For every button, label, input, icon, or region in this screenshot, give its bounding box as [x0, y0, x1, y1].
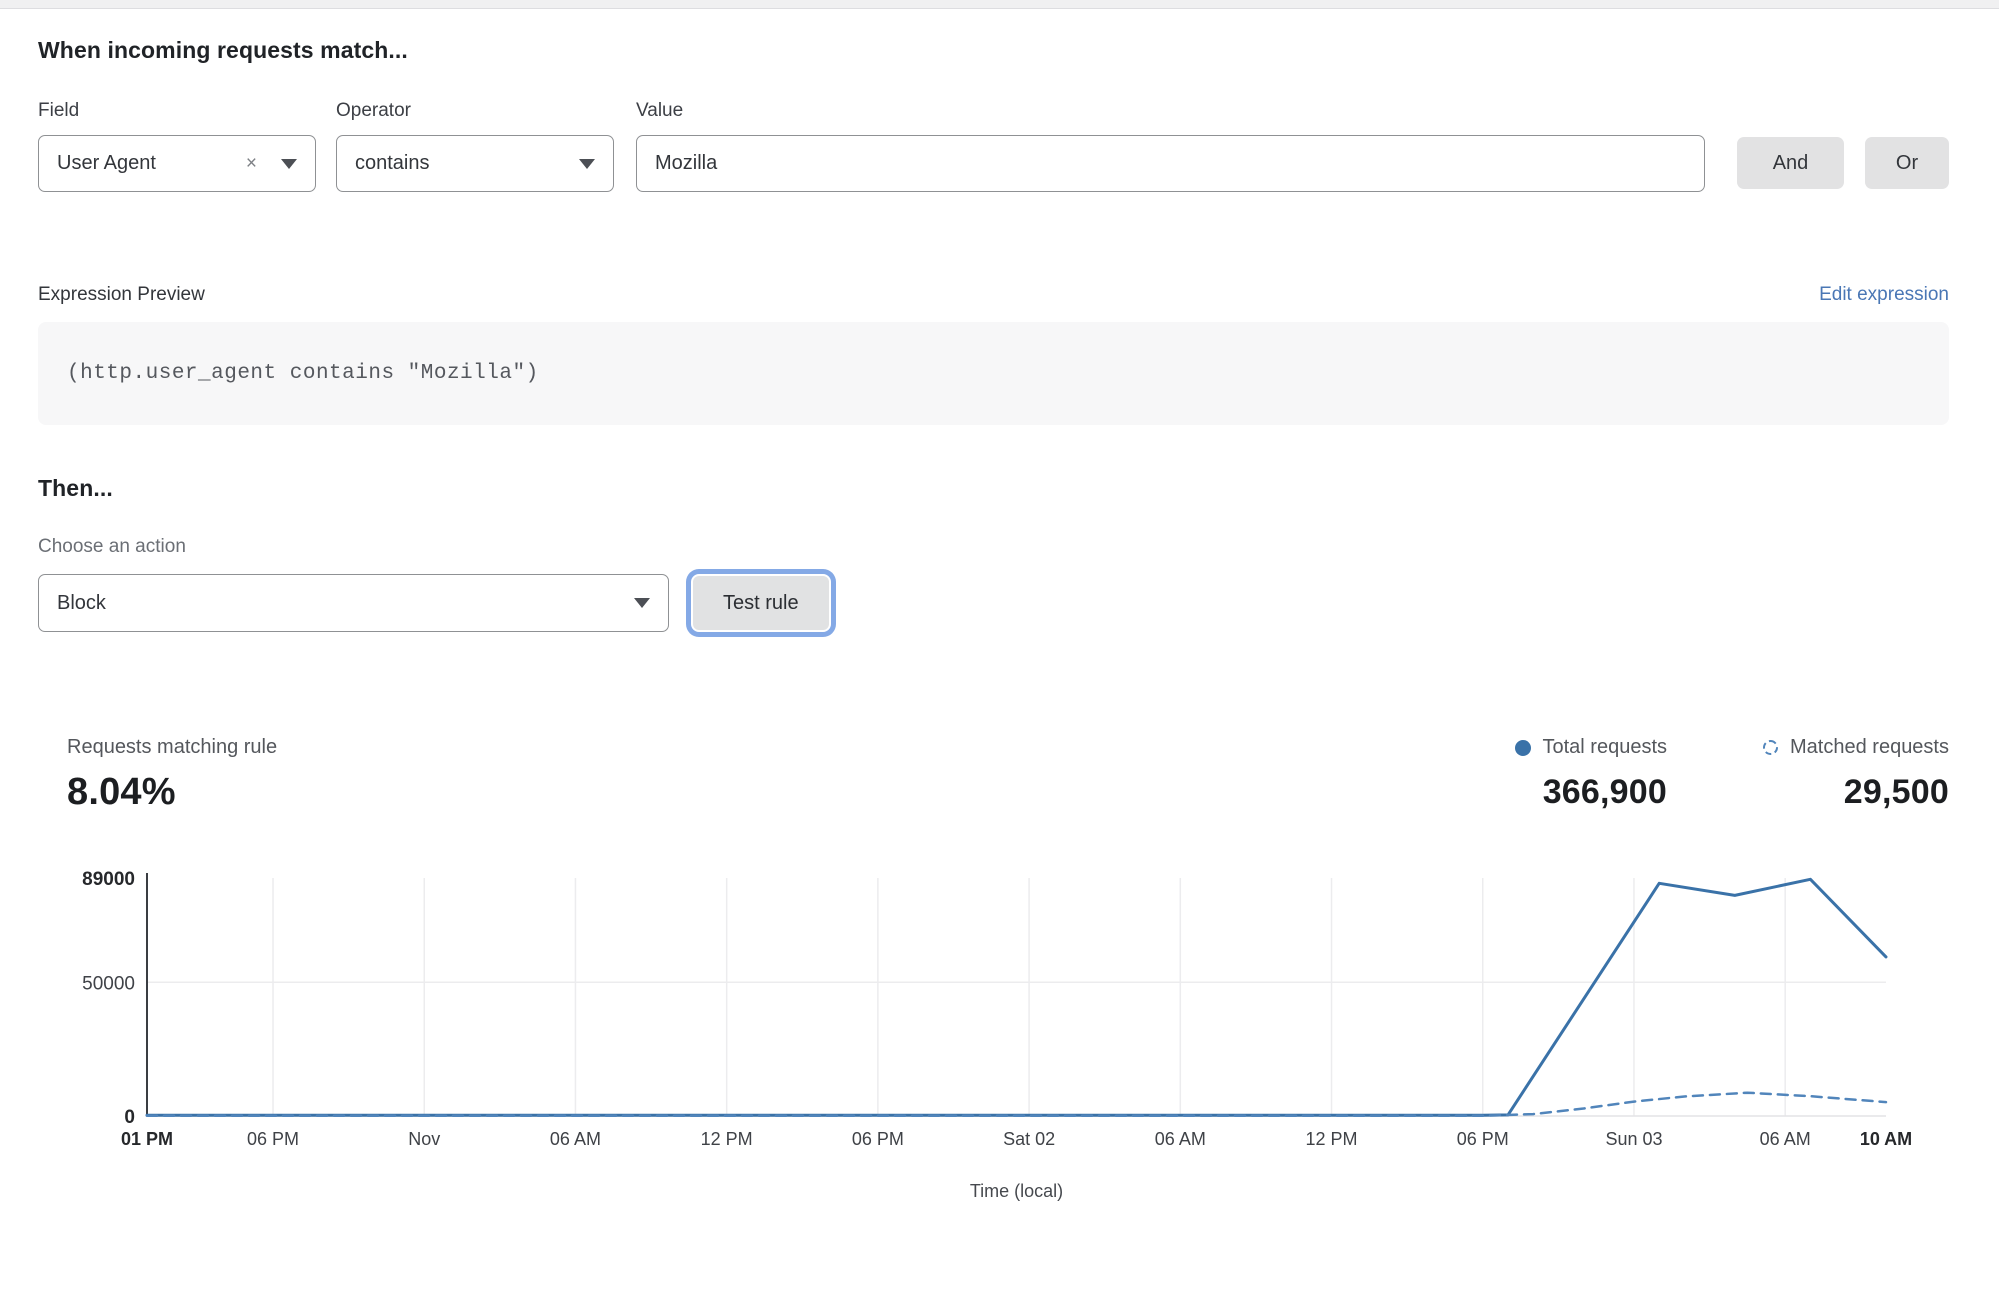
x-tick-label: 12 PM [1306, 1129, 1358, 1149]
x-tick-label: 06 AM [550, 1129, 601, 1149]
or-button[interactable]: Or [1865, 137, 1949, 189]
matching-rate-label: Requests matching rule [67, 736, 278, 758]
y-tick-label: 0 [124, 1107, 135, 1128]
action-select[interactable]: Block [38, 574, 669, 632]
operator-select-value: contains [355, 152, 430, 174]
matched-requests-legend: Matched requests 29,500 [1763, 736, 1949, 812]
x-tick-label: 06 AM [1760, 1129, 1811, 1149]
x-tick-label: 10 AM [1860, 1129, 1912, 1149]
action-row: Block Test rule [38, 574, 1949, 632]
chevron-down-icon [634, 598, 650, 608]
matching-rate-value: 8.04% [67, 771, 176, 813]
operator-label: Operator [336, 100, 411, 121]
expression-header-row: Expression Preview Edit expression [38, 284, 1949, 306]
requests-chart-container: 01 PM 06 PM Nov 06 AM 12 PM 06 PM Sat 02 06 AM 1… [38, 860, 1949, 1215]
matched-requests-line [145, 1091, 1888, 1118]
y-tick-label: 50000 [82, 973, 135, 994]
condition-row: Field User Agent × Operator contains Val… [38, 100, 1949, 192]
x-tick-label: 01 PM [121, 1129, 173, 1149]
operator-column: Operator contains [336, 100, 614, 192]
chart-legend: Total requests 366,900 Matched requests … [1514, 736, 1949, 812]
match-section-heading: When incoming requests match... [38, 37, 408, 63]
and-button[interactable]: And [1737, 137, 1844, 189]
matched-requests-legend-line: Matched requests [1763, 736, 1949, 759]
total-requests-value: 366,900 [1542, 773, 1668, 811]
x-tick-label: 06 AM [1155, 1129, 1206, 1149]
action-select-value: Block [57, 591, 106, 614]
x-tick-label: 06 PM [1457, 1129, 1509, 1149]
value-input[interactable] [636, 135, 1705, 192]
solid-dot-icon [1514, 739, 1531, 756]
test-rule-button[interactable]: Test rule [693, 576, 829, 630]
operator-select[interactable]: contains [336, 135, 614, 192]
then-section-heading: Then... [38, 475, 113, 501]
x-tick-label: 06 PM [247, 1129, 299, 1149]
requests-chart: 01 PM 06 PM Nov 06 AM 12 PM 06 PM Sat 02 06 AM 1… [82, 869, 1912, 1201]
field-column: Field User Agent × [38, 100, 316, 192]
choose-action-label: Choose an action [38, 536, 186, 557]
chevron-down-icon [281, 158, 297, 169]
x-axis-title: Time (local) [970, 1181, 1063, 1201]
field-select[interactable]: User Agent × [38, 135, 316, 192]
rule-builder-panel: When incoming requests match... Field Us… [0, 9, 1999, 1215]
total-requests-line [145, 877, 1888, 1117]
expression-code-block: (http.user_agent contains "Mozilla") [38, 322, 1949, 425]
y-tick-label: 89000 [82, 869, 135, 890]
x-tick-label: Sun 03 [1605, 1129, 1662, 1149]
matched-requests-label: Matched requests [1790, 736, 1949, 758]
dashed-circle-icon [1763, 740, 1779, 755]
value-label: Value [636, 100, 684, 121]
total-requests-legend-line: Total requests [1514, 736, 1668, 759]
value-column: Value [636, 100, 1705, 192]
x-tick-label: Sat 02 [1003, 1129, 1055, 1149]
x-tick-label: 12 PM [701, 1129, 753, 1149]
expression-preview-label: Expression Preview [38, 284, 205, 305]
field-label: Field [38, 100, 80, 121]
rule-stats-row: Requests matching rule 8.04% Total reque… [38, 736, 1949, 814]
top-divider-strip [0, 0, 1999, 9]
field-select-value: User Agent [57, 152, 156, 174]
edit-expression-link[interactable]: Edit expression [1819, 284, 1949, 305]
matched-requests-value: 29,500 [1843, 773, 1949, 811]
total-requests-label: Total requests [1542, 736, 1668, 758]
chevron-down-icon [579, 158, 595, 169]
clear-icon[interactable]: × [245, 152, 257, 174]
matching-rate-stat: Requests matching rule 8.04% [67, 736, 277, 814]
x-tick-label: Nov [408, 1129, 440, 1149]
total-requests-legend: Total requests 366,900 [1514, 736, 1668, 812]
andor-button-group: And Or [1737, 137, 1949, 189]
x-tick-label: 06 PM [852, 1129, 904, 1149]
